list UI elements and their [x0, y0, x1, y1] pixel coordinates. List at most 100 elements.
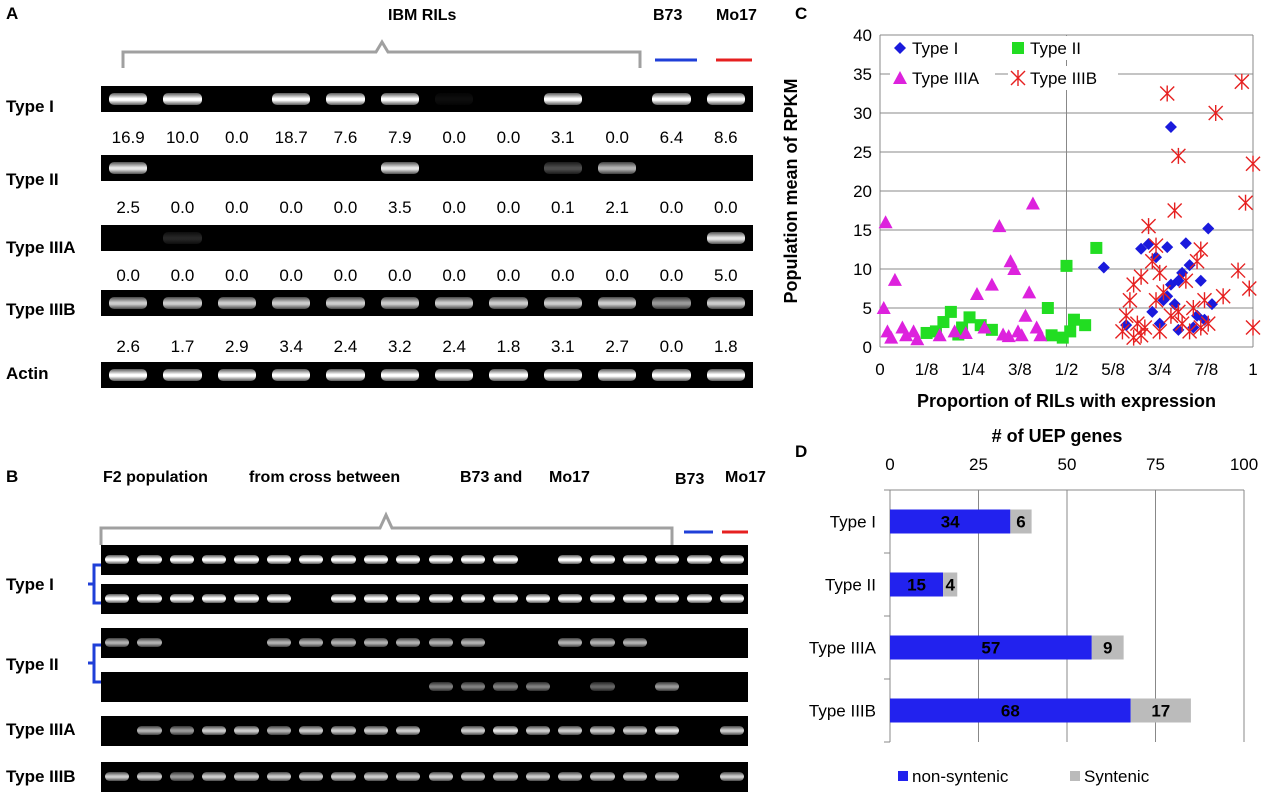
legend-marker — [893, 71, 907, 84]
gel-strip — [101, 155, 753, 181]
gel-band — [654, 555, 680, 564]
chart-title: # of UEP genes — [992, 426, 1123, 446]
gel-band — [428, 682, 453, 691]
expression-value: 0.0 — [714, 198, 738, 217]
data-point — [1176, 266, 1189, 279]
data-point — [944, 305, 957, 318]
legend-bg — [1008, 66, 1118, 90]
gel-band — [622, 726, 647, 735]
panel-b-label-type-ii: Type II — [6, 655, 59, 674]
expression-value: 2.7 — [605, 337, 629, 356]
gel-band — [428, 594, 453, 603]
gel-band — [543, 369, 582, 381]
gel-band — [299, 555, 324, 564]
data-point — [899, 328, 914, 342]
gel-band — [557, 638, 583, 647]
gel-band — [557, 555, 583, 564]
legend-bg — [890, 66, 995, 90]
expression-value: 0.0 — [333, 198, 358, 217]
gel-band — [460, 726, 486, 735]
data-point — [1122, 292, 1138, 309]
gel-band — [363, 555, 389, 564]
data-point — [1161, 241, 1174, 254]
x-tick-label: 1/2 — [1055, 360, 1079, 379]
expression-value: 2.6 — [116, 337, 140, 356]
bar-value-label: 6 — [1016, 513, 1025, 532]
bar-value-label: 9 — [1103, 639, 1112, 658]
legend-label: Syntenic — [1084, 767, 1150, 786]
data-point — [1202, 222, 1215, 235]
gel-band — [202, 555, 227, 564]
gel-strip — [101, 628, 748, 658]
expression-value: 2.9 — [225, 337, 249, 356]
expression-value: 0.0 — [170, 198, 195, 217]
data-point — [1245, 155, 1261, 172]
gel-band — [719, 594, 744, 603]
expression-value: 3.2 — [388, 337, 412, 356]
panel-b-title-1: F2 population — [103, 469, 208, 486]
data-point — [1245, 319, 1261, 336]
y-tick-label: 35 — [853, 65, 872, 84]
data-point — [1152, 264, 1168, 281]
gel-band — [543, 162, 582, 174]
data-point — [958, 325, 973, 339]
x-tick-label: 5/8 — [1101, 360, 1125, 379]
data-point — [1097, 261, 1110, 274]
data-point — [878, 215, 893, 229]
expression-value: 0.0 — [442, 198, 466, 217]
data-point — [1194, 274, 1207, 287]
gel-band — [202, 726, 227, 735]
panel-b-title-2: from cross between — [249, 469, 401, 486]
y-tick-label: 20 — [853, 182, 872, 201]
x-tick-label: 0 — [875, 360, 884, 379]
expression-value: 0.0 — [496, 128, 521, 147]
data-point — [1135, 242, 1148, 255]
data-point — [1120, 319, 1133, 332]
gel-band — [105, 638, 130, 647]
gel-band — [493, 726, 518, 735]
gel-band — [652, 93, 691, 105]
gel-band — [163, 93, 202, 105]
gel-band — [217, 297, 256, 309]
gel-band — [460, 682, 486, 691]
data-point — [884, 330, 899, 344]
expression-value: 16.9 — [111, 128, 145, 147]
gel-band — [460, 555, 486, 564]
gel-band — [169, 726, 195, 735]
panel-a-row-label: Type IIIA — [6, 238, 76, 257]
gel-band — [163, 369, 202, 381]
gel-band — [109, 369, 148, 381]
expression-value: 0.1 — [551, 198, 575, 217]
expression-value: 2.4 — [442, 337, 466, 356]
data-point — [947, 324, 962, 338]
data-point — [1148, 237, 1164, 254]
expression-value: 0.0 — [225, 266, 249, 285]
gel-band — [543, 93, 582, 105]
gel-band — [163, 232, 202, 244]
gel-band — [266, 772, 292, 781]
gel-band — [331, 726, 356, 735]
gel-strip — [101, 584, 748, 614]
data-point — [1067, 313, 1080, 326]
data-point — [1234, 73, 1250, 90]
data-point — [1208, 105, 1224, 121]
gel-band — [525, 594, 550, 603]
panel-b-title-3: B73 and — [460, 469, 523, 486]
y-tick-label: 10 — [853, 260, 872, 279]
gel-strip — [101, 86, 753, 112]
gel-band — [396, 594, 421, 603]
gel-band — [137, 772, 162, 781]
bar-segment — [890, 509, 1011, 534]
data-point — [1191, 309, 1204, 322]
category-label: Type I — [830, 513, 876, 532]
data-point — [1146, 305, 1159, 318]
gel-band — [331, 772, 356, 781]
expression-value: 0.0 — [170, 266, 195, 285]
expression-value: 0.0 — [279, 266, 303, 285]
gel-band — [654, 772, 680, 781]
expression-value: 5.0 — [714, 266, 738, 285]
gel-strip — [101, 290, 753, 316]
data-point — [1205, 298, 1218, 311]
data-point — [1118, 307, 1134, 324]
data-point — [1168, 298, 1181, 311]
